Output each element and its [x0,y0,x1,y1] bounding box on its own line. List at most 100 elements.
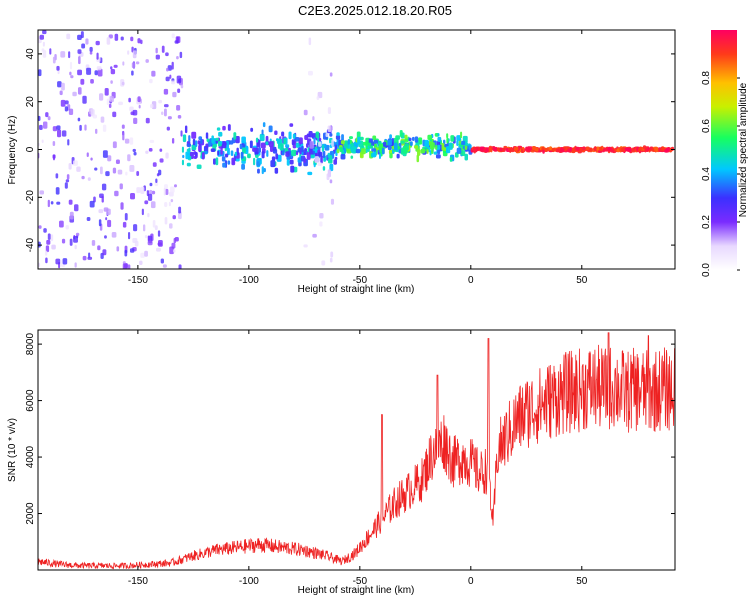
colorbar-tick-label: 0.0 [701,263,712,277]
heatmap-cell [170,186,175,193]
heatmap-cell [215,140,219,144]
heatmap-cell [240,151,244,159]
heatmap-cell [75,232,80,236]
heatmap-cell [261,129,264,135]
heatmap-cell [295,136,300,142]
heatmap-cell [642,145,647,150]
heatmap-cell [456,140,459,147]
heatmap-cell [312,233,317,238]
heatmap-cell [135,61,140,65]
heatmap-cell [42,121,48,129]
heatmap-cell [222,162,227,168]
heatmap-cell [322,150,326,159]
heatmap-cell [626,147,632,152]
heatmap-cell [255,154,259,159]
heatmap-cell [155,47,158,54]
heatmap-cell [272,146,277,151]
heatmap-cell [127,232,131,240]
heatmap-cell [417,149,421,156]
heatmap-cell [334,156,338,160]
heatmap-cell [101,196,104,203]
heatmap-cell [64,106,68,112]
heatmap-cell [205,143,209,149]
heatmap-cell [286,155,291,161]
heatmap-cell [371,148,377,152]
heatmap-cell [155,178,158,183]
x-tick-label: 50 [576,576,588,587]
heatmap-cell [148,148,153,152]
heatmap-cell [192,138,196,146]
heatmap-cell [262,122,266,128]
heatmap-cell [161,45,165,53]
heatmap-cell [134,240,139,247]
heatmap-cell [270,160,276,168]
heatmap-cell [77,69,82,76]
heatmap-cell [91,239,96,246]
heatmap-cell [80,31,84,39]
heatmap-cell [84,124,87,131]
heatmap-cell [312,116,315,121]
heatmap-cell [177,114,182,119]
heatmap-cell [368,142,372,146]
heatmap-cell [178,206,182,214]
heatmap-cell [510,147,514,152]
heatmap-cell [38,241,41,248]
heatmap-cell [117,169,123,175]
heatmap-cell [80,78,85,85]
heatmap-cell [327,107,331,114]
heatmap-cell [85,38,89,45]
heatmap-cell [378,143,383,151]
heatmap-cell [180,130,183,137]
heatmap-cell [594,146,597,151]
heatmap-cell [65,225,69,230]
y-tick-label: 20 [25,96,36,108]
heatmap-cell [76,166,81,172]
heatmap-cell [78,56,81,65]
heatmap-cell [534,147,539,152]
heatmap-cell [147,212,150,218]
heatmap-cell [79,124,82,131]
heatmap-cell [131,70,134,76]
heatmap-cell [93,196,96,203]
heatmap-cell [631,148,636,153]
heatmap-cell [168,201,171,207]
heatmap-cell [106,98,110,106]
heatmap-cell [112,111,117,118]
heatmap-cell [77,87,82,95]
heatmap-cell [437,133,440,137]
heatmap-cell [196,164,202,169]
heatmap-cell [129,106,134,112]
heatmap-cell [351,146,357,154]
heatmap-cell [121,81,125,86]
heatmap-cell [107,219,112,228]
heatmap-cell [271,156,276,161]
heatmap-cell [318,141,322,147]
heatmap-cell [45,257,48,264]
heatmap-cell [151,70,156,77]
heatmap-cell [52,56,56,64]
heatmap-cell [55,173,59,179]
heatmap-cell [68,199,73,205]
heatmap-cell [127,50,130,55]
heatmap-cell [203,151,208,155]
heatmap-cell [241,163,245,170]
heatmap-cell [74,244,77,250]
heatmap-cell [219,141,223,145]
heatmap-cell [68,163,72,170]
spectrogram-panel: -150 -100 -50 0 50 -40 -20 0 20 40 Height of stra… [7,29,676,295]
heatmap-cell [286,159,290,166]
y-tick-label: 6000 [25,389,36,412]
heatmap-cell [50,201,54,205]
heatmap-cell [381,147,385,155]
heatmap-cell [297,148,301,153]
heatmap-cell [149,189,153,195]
y-tick-label: 0 [25,146,36,152]
y-tick-label: 2000 [25,502,36,525]
heatmap-cell [340,140,345,145]
heatmap-cell [446,137,449,144]
heatmap-cell [327,125,332,133]
heatmap-cell [336,148,340,154]
heatmap-cell [110,66,113,70]
heatmap-cell [274,167,279,174]
